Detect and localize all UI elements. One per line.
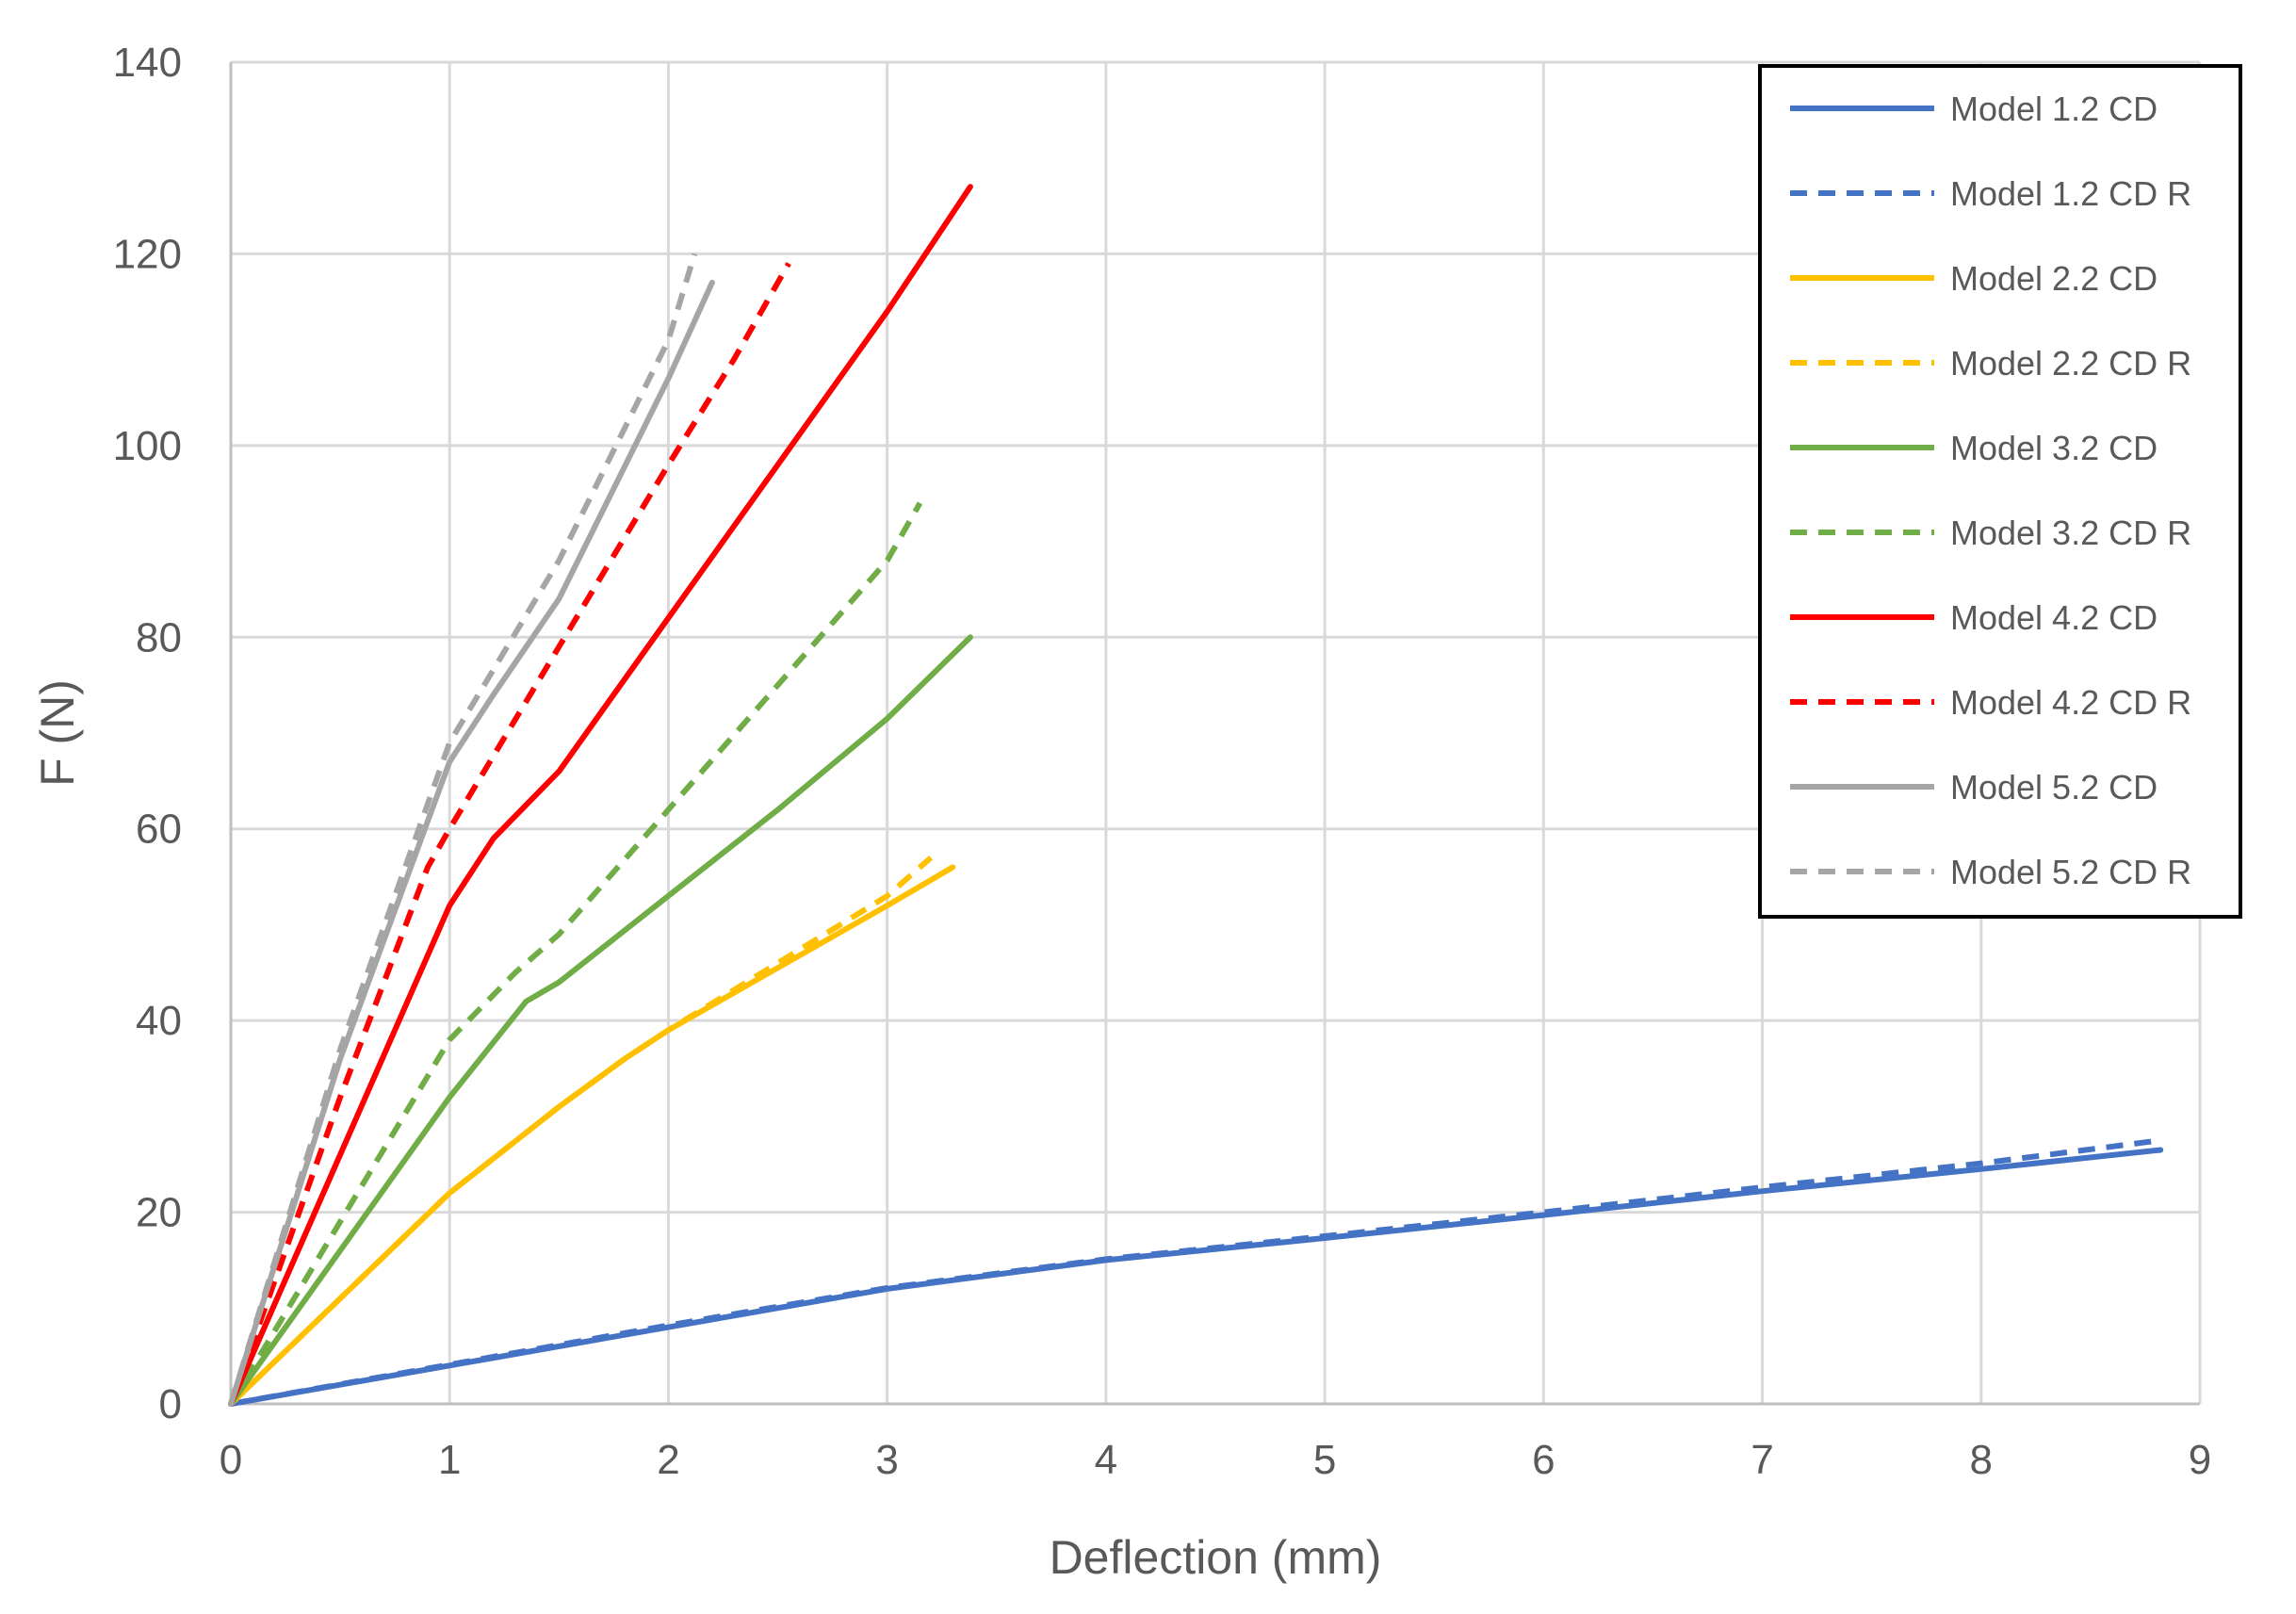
series [228,184,2164,1407]
series-line-7 [228,184,973,1407]
legend-label-7: Model 4.2 CD [1950,598,2158,637]
x-tick-label: 8 [1970,1437,1993,1483]
series-line-5 [228,634,973,1407]
y-tick-label: 80 [136,614,182,660]
legend-label-6: Model 3.2 CD R [1950,514,2191,552]
y-tick-label: 100 [113,423,182,469]
y-axis-title: F (N) [31,679,84,787]
y-tick-label: 140 [113,40,182,86]
legend-box [1758,64,2242,919]
axes [229,62,2200,1406]
tick-labels: 0 1 2 3 4 5 6 7 8 9 0 20 40 60 80 100 120 140 [113,40,2212,1483]
y-tick-label: 0 [159,1381,182,1427]
legend-label-1: Model 1.2 CD [1950,90,2158,128]
y-tick-label: 120 [113,231,182,277]
x-tick-label: 0 [220,1437,242,1483]
x-tick-label: 2 [657,1437,679,1483]
series-line-10 [228,253,698,1405]
y-tick-label: 60 [136,807,182,853]
legend-label-4: Model 2.2 CD R [1950,344,2191,383]
series-line-6 [228,501,923,1406]
x-tick-label: 5 [1313,1437,1336,1483]
y-tick-label: 40 [136,998,182,1044]
legend-label-5: Model 3.2 CD [1950,429,2158,467]
legend-label-10: Model 5.2 CD R [1950,853,2191,891]
x-axis-title: Deflection (mm) [1050,1531,1382,1584]
series-line-8 [228,262,791,1406]
series-line-4 [228,855,934,1407]
legend: Model 1.2 CD Model 1.2 CD R Model 2.2 CD Mo… [1758,64,2242,919]
x-tick-label: 9 [2189,1437,2211,1483]
x-tick-label: 1 [438,1437,461,1483]
series-line-9 [228,279,715,1407]
legend-label-9: Model 5.2 CD [1950,768,2158,807]
x-tick-label: 6 [1532,1437,1555,1483]
x-tick-label: 7 [1750,1437,1773,1483]
y-tick-label: 20 [136,1190,182,1236]
legend-label-8: Model 4.2 CD R [1950,683,2191,722]
x-tick-label: 3 [875,1437,898,1483]
legend-label-2: Model 1.2 CD R [1950,174,2191,213]
x-tick-label: 4 [1095,1437,1117,1483]
legend-label-3: Model 2.2 CD [1950,259,2158,298]
series-line-2 [230,1137,2161,1407]
